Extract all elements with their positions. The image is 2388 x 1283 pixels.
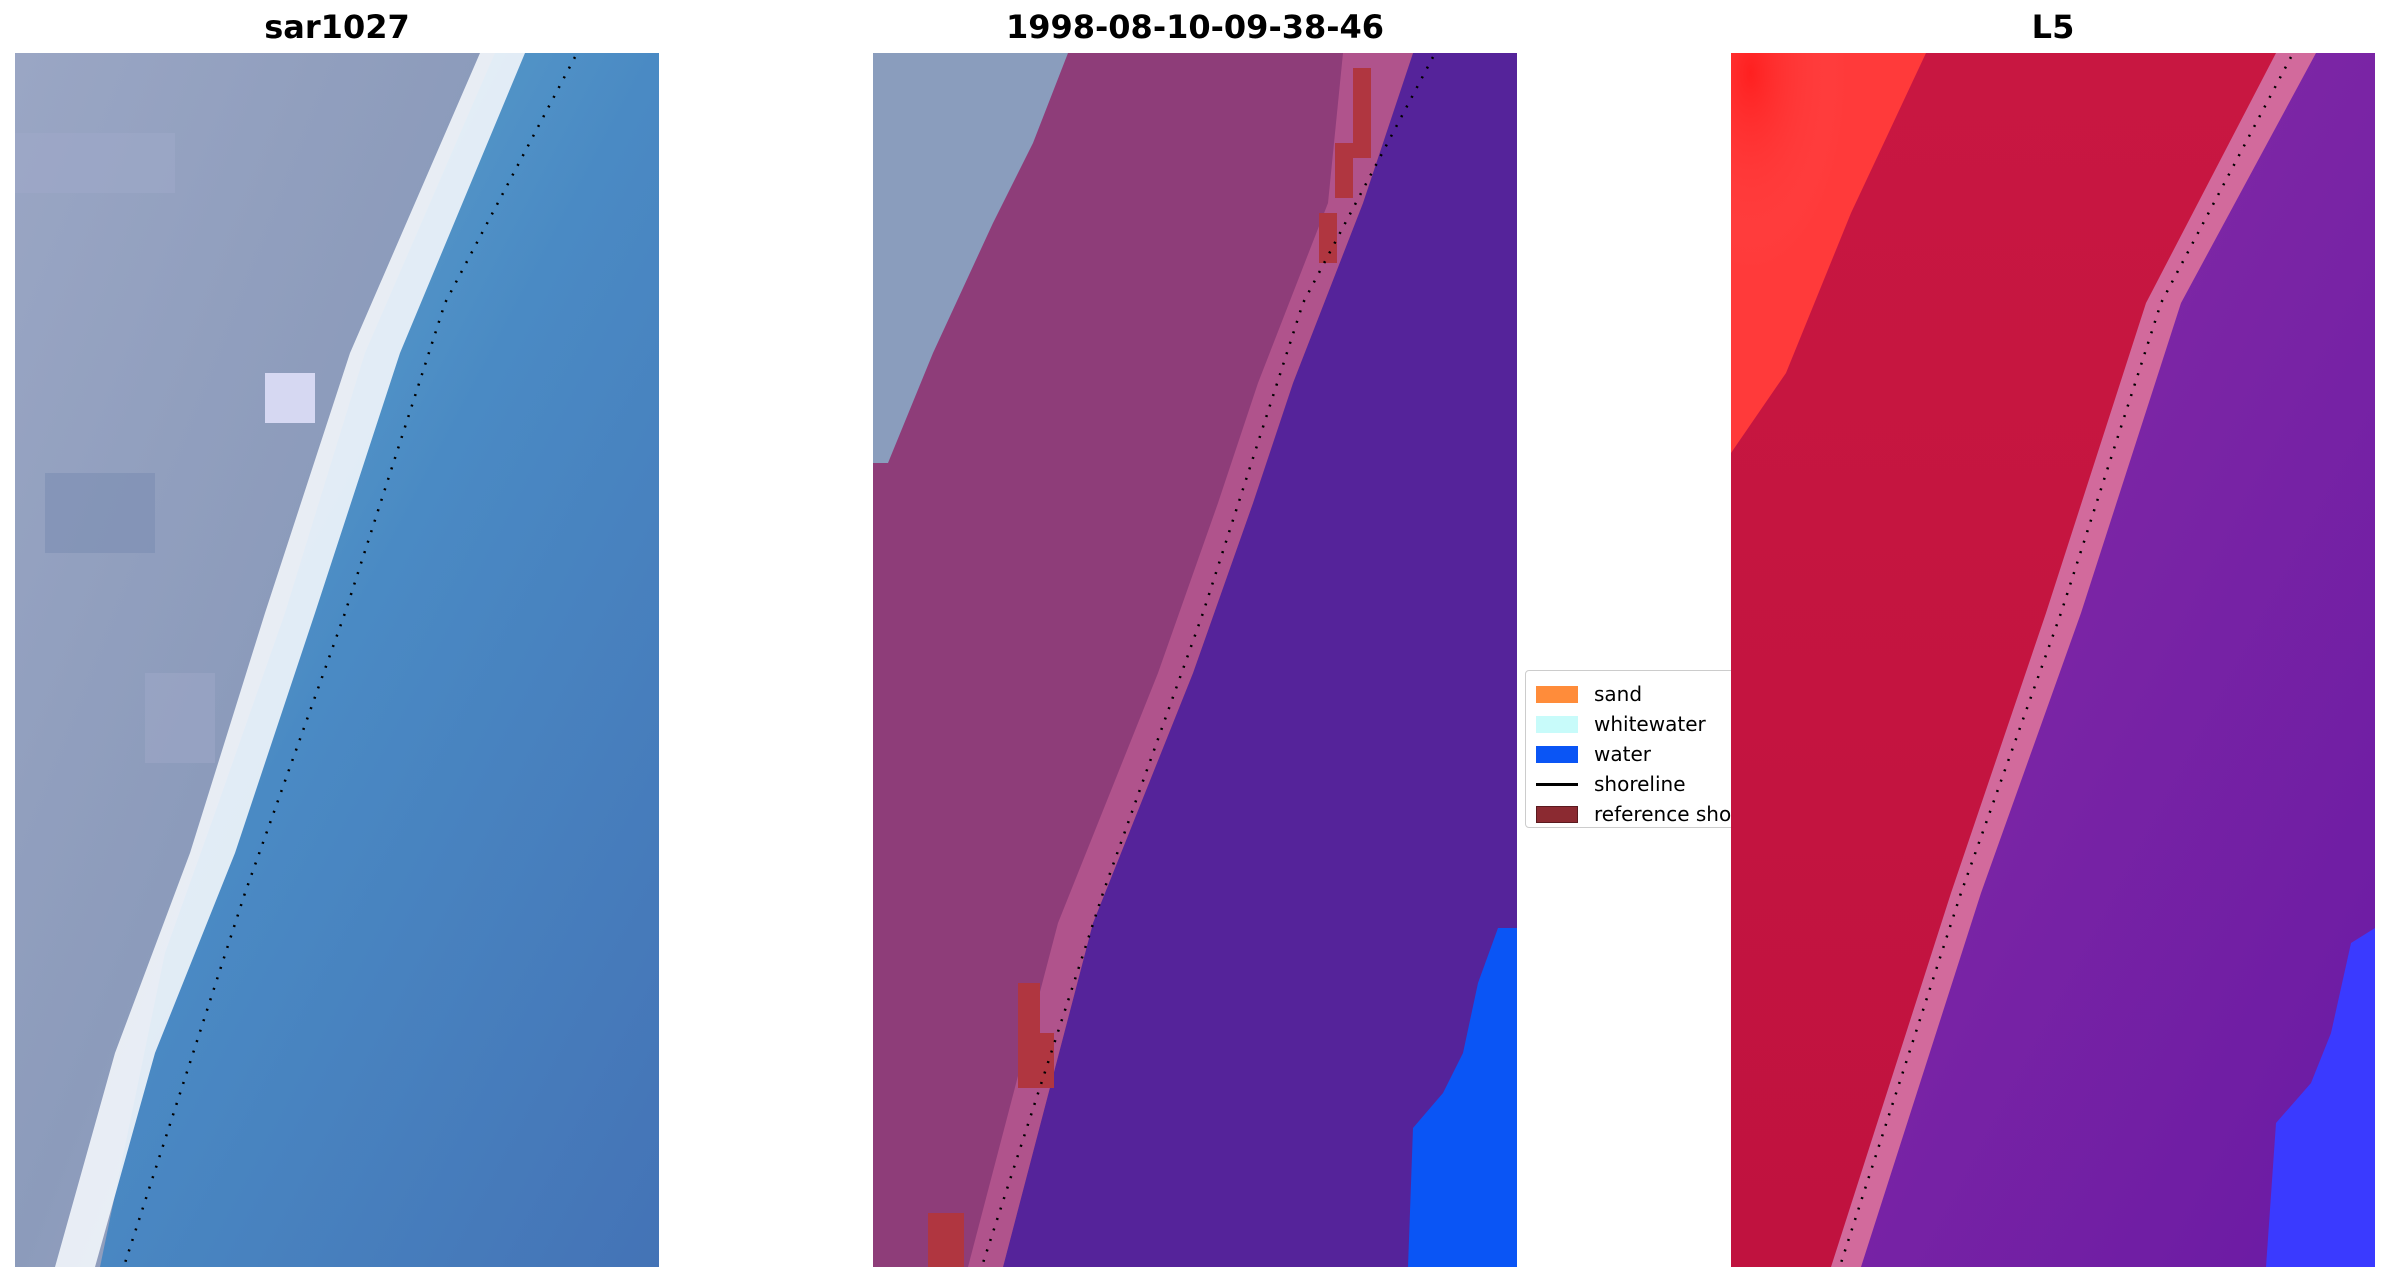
panel-classified: 1998-08-10-09-38-46 bbox=[873, 0, 1517, 1283]
legend-label-reference-shoreline: reference shoreline bbox=[1594, 802, 1735, 826]
sand-swatch bbox=[1536, 685, 1578, 703]
legend-label-sand: sand bbox=[1594, 682, 1643, 706]
water-swatch bbox=[1536, 745, 1578, 763]
mndwi-colormap-image bbox=[1731, 53, 2375, 1267]
panel-index: L5 bbox=[1731, 0, 2375, 1283]
shoreline-line-icon bbox=[1536, 782, 1578, 786]
classified-overlay-image bbox=[873, 53, 1517, 1267]
legend-label-shoreline: shoreline bbox=[1594, 772, 1686, 796]
legend-item-reference-shoreline: reference shoreline bbox=[1536, 801, 1735, 827]
beach-band-pink bbox=[1831, 53, 2316, 1267]
legend: sand whitewater water shoreline referenc… bbox=[1525, 670, 1735, 828]
beach-band-pink bbox=[968, 53, 1413, 1267]
legend-item-whitewater: whitewater bbox=[1536, 711, 1706, 737]
legend-item-water: water bbox=[1536, 741, 1651, 767]
beach-strip bbox=[55, 53, 525, 1267]
whitewater-swatch bbox=[1536, 715, 1578, 733]
panel-rgb: sar1027 bbox=[15, 0, 659, 1283]
legend-label-water: water bbox=[1594, 742, 1651, 766]
water-class-index bbox=[2266, 928, 2375, 1267]
panel-title-rgb: sar1027 bbox=[264, 8, 410, 46]
panel-title-classified: 1998-08-10-09-38-46 bbox=[1005, 8, 1385, 46]
legend-item-sand: sand bbox=[1536, 681, 1642, 707]
reference-shoreline-swatch bbox=[1536, 805, 1578, 823]
rgb-satellite-image bbox=[15, 53, 659, 1267]
grey-land-corner bbox=[873, 53, 1068, 463]
water-class bbox=[1408, 928, 1517, 1267]
legend-label-whitewater: whitewater bbox=[1594, 712, 1706, 736]
legend-item-shoreline: shoreline bbox=[1536, 771, 1686, 797]
panel-title-index: L5 bbox=[2031, 8, 2075, 46]
